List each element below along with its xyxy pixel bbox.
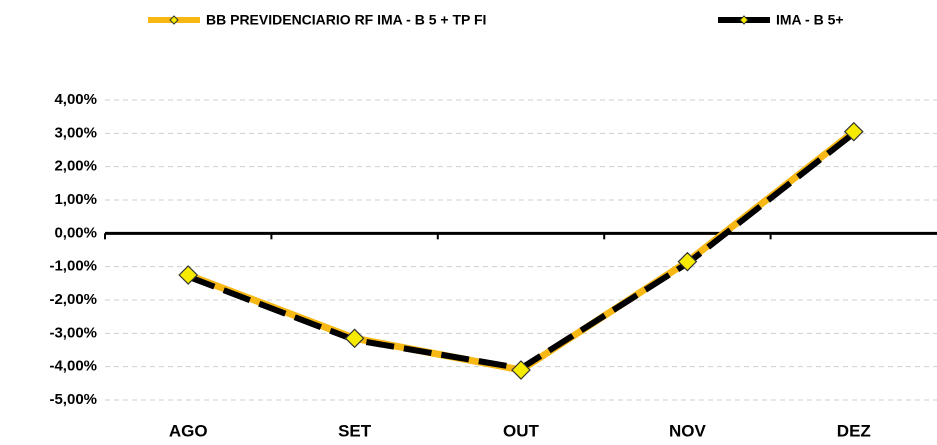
series-marker — [178, 265, 199, 285]
y-tick-label: -3,00% — [49, 324, 97, 341]
series-marker — [511, 360, 531, 380]
series-line — [186, 128, 856, 374]
legend-marker — [739, 15, 749, 25]
y-tick-label: 3,00% — [54, 124, 97, 141]
x-tick-label: SET — [338, 421, 372, 440]
y-tick-label: -5,00% — [49, 391, 97, 408]
x-tick-label: OUT — [503, 421, 540, 440]
series-marker — [344, 328, 365, 349]
x-tick-label: DEZ — [837, 421, 871, 440]
legend-label: BB PREVIDENCIARIO RF IMA - B 5 + TP FI — [206, 12, 486, 28]
y-tick-label: 2,00% — [54, 158, 97, 175]
y-tick-label: -4,00% — [49, 358, 97, 375]
y-tick-label: 4,00% — [54, 91, 97, 108]
x-tick-label: NOV — [669, 421, 707, 440]
series-marker — [677, 251, 698, 272]
legend-label: IMA - B 5+ — [776, 12, 844, 28]
legend-marker — [169, 15, 179, 25]
x-tick-label: AGO — [169, 421, 208, 440]
y-tick-label: -1,00% — [49, 258, 97, 275]
y-tick-label: 1,00% — [54, 191, 97, 208]
series-marker — [843, 121, 864, 142]
y-tick-label: -2,00% — [49, 291, 97, 308]
y-tick-label: 0,00% — [54, 224, 97, 241]
